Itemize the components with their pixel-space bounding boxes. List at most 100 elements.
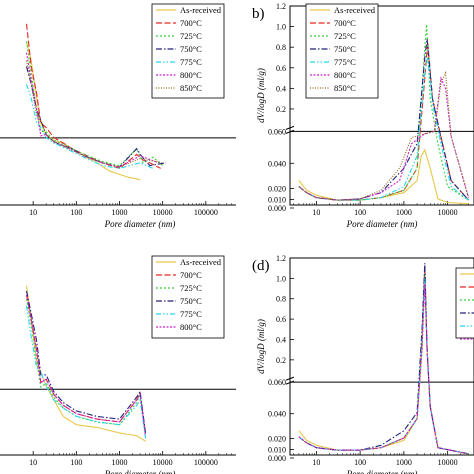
series-line-a-0 (25, 41, 141, 181)
legend-label-b: 725°C (334, 31, 356, 41)
legend-label-a: 800°C (180, 70, 202, 80)
legend-label-a: 850°C (180, 83, 202, 93)
y-tick-label-b: 0.010 (268, 195, 286, 204)
y-axis-label-b: dV/logD (ml/g) (256, 68, 266, 123)
series-line-b-4 (298, 57, 469, 201)
series-line-c-0 (25, 285, 146, 442)
panel-a: 10 100 1000 10000 100000 Pore diameter (nm) As… (0, 3, 236, 229)
series-line-a-5 (25, 52, 159, 168)
legend-label-b: 775°C (334, 57, 356, 67)
series-line-c-5 (25, 294, 147, 436)
y-tick-label-d: 0.2 (276, 356, 286, 365)
x-tick-label-d: 10000 (438, 458, 458, 467)
legend-label-c: 725°C (180, 283, 202, 293)
y-tick-label-b: 0.000 (268, 204, 286, 213)
x-tick-label-d: 10 (312, 458, 320, 467)
legend-box-b (305, 3, 379, 99)
legend-label-a: 700°C (180, 18, 202, 28)
x-tick-label-a: 1000 (111, 208, 127, 217)
y-tick-label-b: 0.6 (276, 64, 286, 73)
legend-label-c: As-received (180, 257, 222, 267)
x-tick-label-b: 1000 (396, 208, 412, 217)
legend-label-b: 700°C (334, 18, 356, 28)
legend-label-c: 800°C (180, 322, 202, 332)
legend-box-c (151, 255, 225, 339)
plot-frame-d (289, 257, 474, 456)
x-tick-label-c: 10 (29, 458, 37, 467)
legend-label-c: 700°C (180, 270, 202, 280)
legend-label-c: 775°C (180, 309, 202, 319)
x-axis-label-c: Pore diameter (nm) (104, 469, 176, 474)
x-tick-label-a: 10000 (153, 208, 173, 217)
x-axis-label-a: Pore diameter (nm) (104, 219, 176, 229)
x-axis-label-d: Pore diameter (nm) (346, 469, 418, 474)
series-line-a-4 (25, 84, 154, 169)
legend-label-a: 725°C (180, 31, 202, 41)
y-tick-label-b: 1.0 (276, 23, 286, 32)
y-tick-label-d: 0.6 (276, 315, 286, 324)
series-line-b-6 (298, 70, 470, 201)
legend-label-b: 800°C (334, 70, 356, 80)
panel-c: 10 100 1000 10000 100000 Pore diameter (nm) As… (0, 255, 236, 474)
x-tick-label-c: 100000 (194, 458, 218, 467)
x-tick-label-b: 10000 (438, 208, 458, 217)
legend-label-b: 850°C (334, 83, 356, 93)
legend-label-b: As-received (334, 5, 376, 15)
series-line-d-1 (298, 266, 469, 455)
x-tick-label-c: 10000 (153, 458, 173, 467)
axis-break-mark-d (285, 376, 295, 385)
y-tick-label-d: 0.010 (268, 446, 286, 455)
x-tick-label-c: 100 (70, 458, 82, 467)
y-tick-label-b: 1.2 (276, 2, 286, 11)
x-tick-label-a: 100000 (194, 208, 218, 217)
panel-d: 1.2 1.0 0.8 0.6 0.4 0.2 0.060 0.040 0.020 0.0100.… (252, 254, 474, 474)
series-line-c-1 (25, 294, 147, 435)
series-line-d-4 (298, 278, 469, 455)
y-tick-label-d: 0.020 (268, 435, 286, 444)
series-line-a-2 (25, 41, 164, 167)
y-tick-label-b: 0.020 (268, 184, 286, 193)
y-tick-label-d: 0.040 (268, 410, 286, 419)
x-tick-label-c: 1000 (111, 458, 127, 467)
legend-box-d (455, 267, 474, 339)
legend-label-a: As-received (180, 5, 222, 15)
series-line-d-2 (298, 273, 469, 455)
series-line-a-1 (25, 23, 161, 170)
series-line-b-3 (298, 38, 469, 201)
x-axis-label-b: Pore diameter (nm) (346, 219, 418, 229)
x-tick-label-b: 100 (354, 208, 366, 217)
y-tick-label-d: 1.0 (276, 274, 286, 283)
series-line-b-0 (298, 148, 469, 205)
x-tick-label-d: 100 (354, 458, 366, 467)
plot-frame-b (289, 5, 474, 206)
series-line-c-4 (25, 305, 147, 439)
series-line-d-5 (298, 283, 469, 455)
x-tick-label-d: 1000 (396, 458, 412, 467)
y-tick-label-b: 0.2 (276, 105, 286, 114)
y-tick-label-d: 0.060 (268, 378, 286, 387)
x-tick-label-b: 10 (312, 208, 320, 217)
legend-label-c: 750°C (180, 296, 202, 306)
panel-label-d: (d) (252, 258, 270, 274)
legend-box-a (151, 3, 225, 99)
y-tick-label-b: 0.8 (276, 43, 286, 52)
series-line-a-6 (25, 60, 163, 168)
y-tick-label-d: 1.2 (276, 254, 286, 263)
series-line-c-2 (25, 298, 147, 436)
panel-b: 1.2 1.0 0.8 0.6 0.4 0.2 0.060 0.040 0.020 0.0100.… (252, 2, 474, 229)
y-tick-label-b: 0.040 (268, 159, 286, 168)
series-line-c-3 (25, 290, 147, 433)
axis-break-mark-b (285, 125, 295, 134)
y-tick-label-b: 0.4 (276, 84, 286, 93)
y-tick-label-d: 0.000 (268, 454, 286, 463)
x-tick-label-a: 100 (70, 208, 82, 217)
y-tick-label-b: 0.060 (268, 127, 286, 136)
legend-label-b: 750°C (334, 44, 356, 54)
series-line-a-3 (25, 66, 167, 168)
y-axis-label-d: dV/logD (ml/g) (256, 319, 266, 374)
y-tick-label-d: 0.4 (276, 335, 286, 344)
legend-label-a: 750°C (180, 44, 202, 54)
y-tick-label-d: 0.8 (276, 295, 286, 304)
legend-label-a: 775°C (180, 57, 202, 67)
